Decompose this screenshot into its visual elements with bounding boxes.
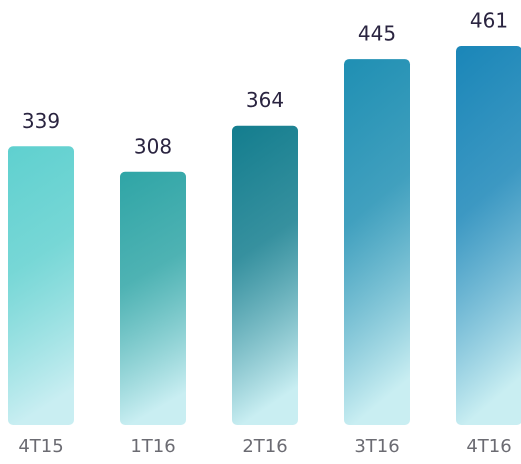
value-label: 445 (358, 22, 396, 46)
bar (232, 125, 298, 425)
bar (120, 171, 186, 425)
bar (344, 59, 410, 425)
value-label: 364 (246, 88, 284, 112)
x-tick-label: 1T16 (130, 436, 175, 457)
x-tick-label: 2T16 (242, 436, 287, 457)
value-label: 339 (22, 109, 60, 133)
bar (8, 146, 74, 425)
x-tick-label: 4T15 (18, 436, 63, 457)
x-tick-label: 3T16 (354, 436, 399, 457)
bar (456, 46, 521, 425)
value-label: 308 (134, 134, 172, 158)
value-label: 461 (470, 9, 508, 33)
x-tick-label: 4T16 (466, 436, 511, 457)
